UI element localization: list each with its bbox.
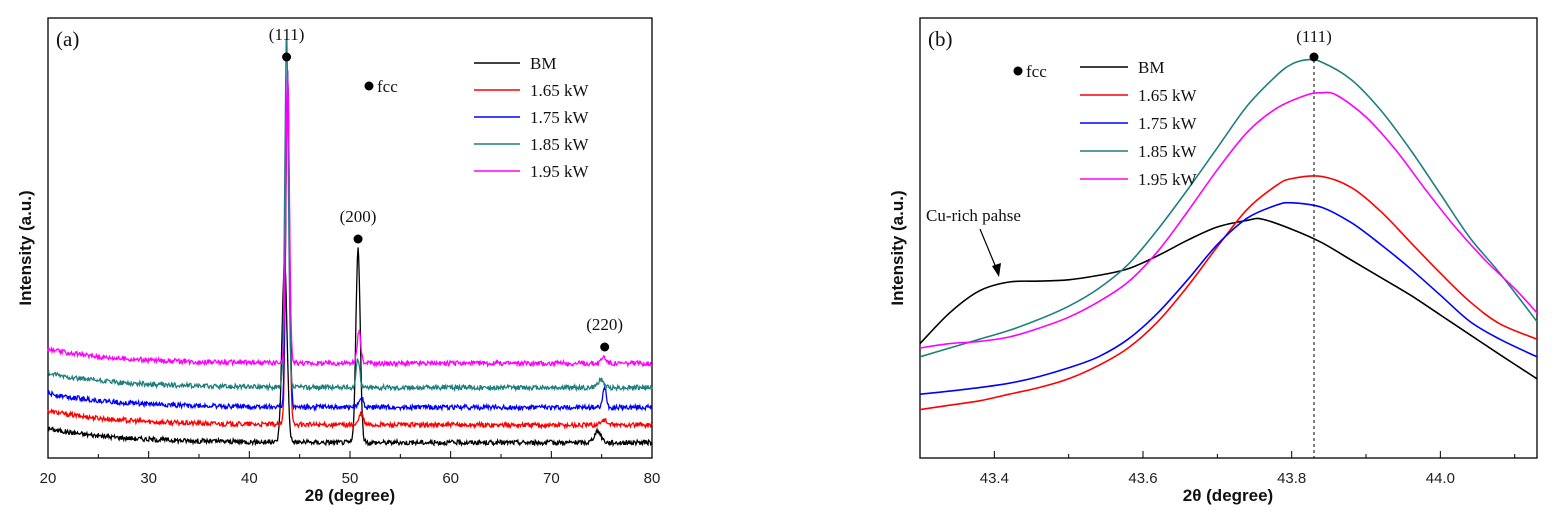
- panel-a-legend-label: 1.95 kW: [530, 162, 590, 181]
- panel-b-y-axis-title: Intensity (a.u.): [888, 190, 907, 305]
- panel-b-x-axis-title: 2θ (degree): [1183, 486, 1273, 505]
- panel-b-annotation-arrowhead: [992, 263, 1001, 277]
- panel-a-peak-marker-icon: [282, 52, 292, 62]
- panel-a-fcc-label: fcc: [377, 77, 398, 96]
- panel-a-series-line: [47, 70, 653, 412]
- panel-b-x-tick-label: 43.8: [1277, 470, 1306, 487]
- panel-b-peak-marker-icon: [1309, 52, 1319, 62]
- panel-a-legend-label: 1.65 kW: [530, 81, 590, 100]
- panel-a-fcc-marker-icon: [364, 81, 374, 91]
- panel-a: (a) 20 30 40 50 60 70 80 (111) (200) (220) BM 1.6…: [16, 17, 661, 505]
- panel-b-series-line: [919, 58, 1538, 358]
- panel-a-x-tick-label: 40: [241, 470, 258, 487]
- panel-b-x-ticks: 43.4 43.6 43.8 44.0: [919, 451, 1516, 487]
- panel-b-legend: BM 1.65 kW 1.75 kW 1.85 kW 1.95 kW: [1080, 58, 1198, 189]
- panel-b-legend-label: 1.65 kW: [1138, 86, 1198, 105]
- panel-a-y-axis-title: Intensity (a.u.): [16, 190, 35, 305]
- panel-b-legend-label: 1.95 kW: [1138, 170, 1198, 189]
- panel-a-x-tick-label: 50: [342, 470, 359, 487]
- panel-b-series-line: [919, 175, 1538, 411]
- panel-a-x-tick-label: 70: [543, 470, 560, 487]
- panel-b-label: (b): [928, 27, 953, 51]
- panel-a-x-ticks: 20 30 40 50 60 70 80: [40, 451, 661, 487]
- panel-a-peak-label: (200): [340, 207, 377, 226]
- panel-b-legend-label: 1.85 kW: [1138, 142, 1198, 161]
- panel-a-legend: BM 1.65 kW 1.75 kW 1.85 kW 1.95 kW: [474, 54, 590, 181]
- panel-a-x-tick-label: 60: [442, 470, 459, 487]
- panel-b-frame: [919, 17, 1538, 459]
- panel-b-legend-label: BM: [1138, 58, 1164, 77]
- panel-b-series: [919, 58, 1538, 411]
- panel-a-peak-marker-icon: [600, 342, 610, 352]
- panel-a-series-line: [47, 38, 653, 393]
- panel-b-series-line: [919, 91, 1538, 349]
- panel-a-peak-label: (220): [586, 315, 623, 334]
- panel-b-series-line: [919, 201, 1538, 395]
- panel-a-x-axis-title: 2θ (degree): [305, 486, 395, 505]
- panel-b-x-tick-label: 43.6: [1128, 470, 1157, 487]
- panel-a-series-line: [47, 76, 653, 368]
- panel-b: (b) 43.4 43.6 43.8 44.0 BM 1.65 kW 1.75 kW 1.8…: [888, 17, 1538, 505]
- panel-a-x-tick-label: 80: [644, 470, 661, 487]
- panel-a-peak-label: (111): [269, 25, 305, 44]
- panel-a-legend-label: 1.85 kW: [530, 135, 590, 154]
- panel-a-x-tick-label: 30: [140, 470, 157, 487]
- panel-b-series-line: [919, 217, 1538, 380]
- panel-a-series-line: [47, 247, 653, 448]
- panel-b-x-tick-label: 44.0: [1426, 470, 1455, 487]
- panel-a-legend-label: BM: [530, 54, 556, 73]
- panel-b-fcc-marker-icon: [1013, 66, 1023, 76]
- panel-a-series: [47, 38, 653, 448]
- panel-b-peak-label: (111): [1296, 27, 1332, 46]
- panel-a-peak-labels: (111) (200) (220): [269, 25, 623, 352]
- panel-b-fcc-label: fcc: [1026, 62, 1047, 81]
- panel-a-legend-label: 1.75 kW: [530, 108, 590, 127]
- panel-a-label: (a): [56, 27, 79, 51]
- panel-b-annotation-arrow: [979, 228, 998, 271]
- panel-a-peak-marker-icon: [353, 234, 363, 244]
- panel-a-series-line: [47, 83, 653, 430]
- panel-b-x-tick-label: 43.4: [980, 470, 1009, 487]
- panel-a-x-tick-label: 20: [40, 470, 57, 487]
- panel-b-legend-label: 1.75 kW: [1138, 114, 1198, 133]
- panel-b-annotation: Cu-rich pahse: [926, 206, 1021, 225]
